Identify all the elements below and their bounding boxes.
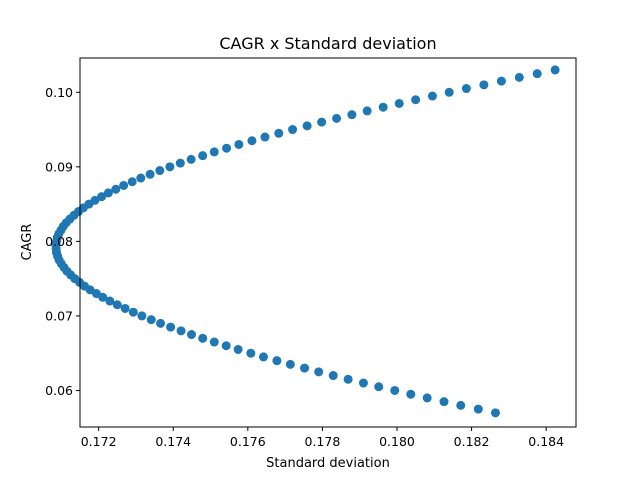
data-point bbox=[288, 125, 298, 135]
data-point bbox=[165, 162, 175, 172]
y-tick-label: 0.06 bbox=[45, 383, 73, 398]
data-point bbox=[120, 303, 130, 313]
data-point bbox=[358, 378, 368, 388]
y-tick-label: 0.08 bbox=[45, 234, 73, 249]
data-point bbox=[314, 367, 324, 377]
data-point bbox=[209, 147, 219, 157]
y-axis-ticks: 0.06 0.07 0.08 0.09 0.10 bbox=[45, 85, 80, 398]
data-point bbox=[145, 169, 155, 179]
y-tick-label: 0.10 bbox=[45, 85, 73, 100]
data-points bbox=[51, 65, 560, 418]
data-point bbox=[119, 180, 129, 190]
data-point bbox=[302, 121, 312, 131]
data-point bbox=[166, 322, 176, 332]
data-point bbox=[246, 348, 256, 358]
x-axis-ticks: 0.172 0.174 0.176 0.178 0.180 0.182 0.184 bbox=[81, 427, 564, 449]
data-point bbox=[422, 393, 432, 403]
data-point bbox=[444, 87, 454, 97]
data-point bbox=[550, 65, 560, 75]
data-point bbox=[285, 359, 295, 369]
y-tick-label: 0.09 bbox=[45, 159, 73, 174]
data-point bbox=[222, 143, 232, 153]
data-point bbox=[272, 356, 282, 366]
data-point bbox=[247, 136, 257, 146]
data-point bbox=[347, 110, 357, 120]
data-point bbox=[427, 91, 437, 101]
data-point bbox=[111, 184, 121, 194]
data-point bbox=[332, 113, 342, 123]
plot-frame bbox=[79, 57, 577, 428]
data-point bbox=[514, 72, 524, 82]
data-point bbox=[155, 166, 165, 176]
data-point bbox=[156, 318, 166, 328]
data-point bbox=[136, 173, 146, 183]
data-point bbox=[175, 158, 185, 168]
x-axis-label: Standard deviation bbox=[266, 456, 390, 471]
data-point bbox=[328, 371, 338, 381]
data-point bbox=[274, 128, 284, 138]
data-point bbox=[146, 315, 156, 325]
data-point bbox=[439, 397, 449, 407]
data-point bbox=[233, 344, 243, 354]
data-point bbox=[456, 400, 466, 410]
data-point bbox=[479, 80, 489, 90]
data-point bbox=[112, 300, 122, 310]
data-point bbox=[461, 84, 471, 94]
data-point bbox=[90, 195, 100, 205]
x-tick-label: 0.180 bbox=[379, 434, 415, 449]
chart-title: CAGR x Standard deviation bbox=[219, 34, 436, 53]
data-point bbox=[128, 307, 138, 317]
data-point bbox=[473, 404, 483, 414]
data-point bbox=[187, 330, 197, 340]
data-point bbox=[221, 341, 231, 351]
x-tick-label: 0.174 bbox=[155, 434, 191, 449]
data-point bbox=[300, 363, 310, 373]
data-point bbox=[97, 192, 107, 202]
data-point bbox=[198, 333, 208, 343]
data-point bbox=[532, 69, 542, 79]
x-tick-label: 0.176 bbox=[230, 434, 266, 449]
data-point bbox=[186, 154, 196, 164]
y-tick-label: 0.07 bbox=[45, 308, 73, 323]
data-point bbox=[496, 76, 506, 86]
data-point bbox=[258, 352, 268, 362]
x-tick-label: 0.182 bbox=[454, 434, 490, 449]
data-point bbox=[198, 151, 208, 161]
x-tick-label: 0.172 bbox=[81, 434, 117, 449]
x-tick-label: 0.178 bbox=[305, 434, 341, 449]
x-tick-label: 0.184 bbox=[528, 434, 564, 449]
data-point bbox=[362, 106, 372, 116]
data-point bbox=[378, 102, 388, 112]
data-point bbox=[103, 188, 113, 198]
data-point bbox=[390, 385, 400, 395]
data-point bbox=[260, 132, 270, 142]
data-point bbox=[209, 337, 219, 347]
data-point bbox=[374, 382, 384, 392]
data-point bbox=[394, 98, 404, 108]
data-point bbox=[411, 95, 421, 105]
data-point bbox=[137, 311, 147, 321]
data-point bbox=[490, 408, 500, 418]
data-point bbox=[105, 296, 115, 306]
data-point bbox=[176, 326, 186, 336]
y-axis-label: CAGR bbox=[20, 224, 35, 261]
data-point bbox=[317, 117, 327, 127]
data-point bbox=[343, 374, 353, 384]
data-point bbox=[406, 389, 416, 399]
data-point bbox=[127, 177, 137, 187]
data-point bbox=[234, 139, 244, 149]
